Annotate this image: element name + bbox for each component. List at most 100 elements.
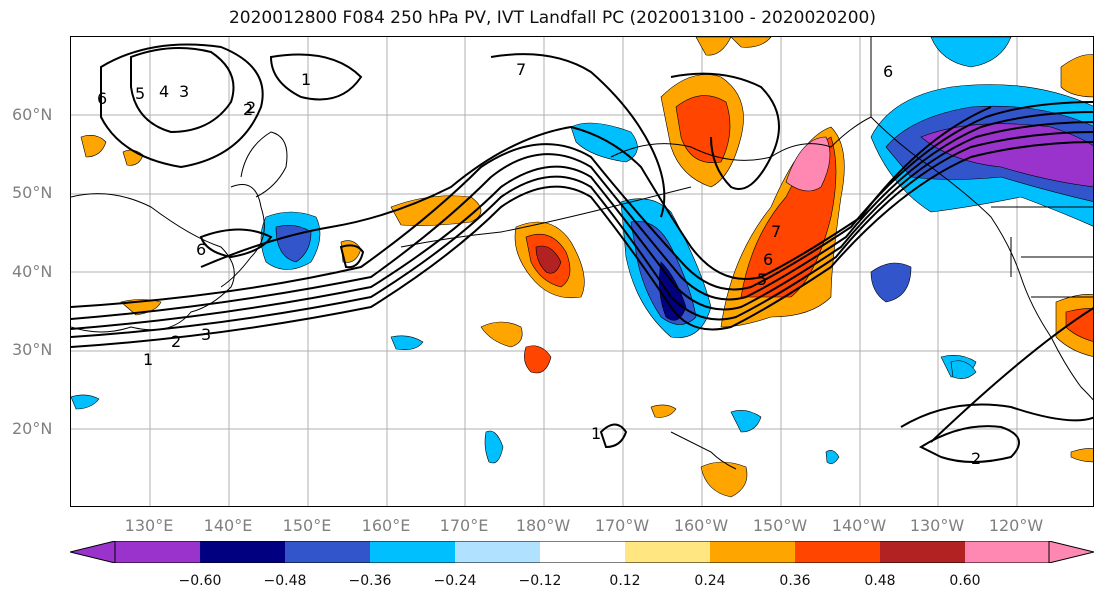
contour-north-3 [269, 53, 363, 101]
lon-label-160w: 160°W [673, 516, 729, 535]
colorbar-segment [625, 541, 710, 563]
shade-blob-5 [730, 410, 762, 433]
shade-blob-15 [1070, 448, 1093, 463]
contour-label: 2 [171, 332, 181, 351]
coast-alaska [610, 37, 872, 161]
lat-label-60n: 60°N [12, 105, 53, 124]
map-title: 2020012800 F084 250 hPa PV, IVT Landfall… [228, 8, 876, 28]
colorbar-extend-right [1048, 541, 1094, 563]
contour-small-1 [599, 423, 628, 449]
colorbar-outline [114, 541, 1050, 563]
colorbar-segment [115, 541, 200, 563]
shade-blob-1 [480, 321, 523, 348]
contour-4 [71, 111, 1093, 320]
contour-5 [71, 101, 1093, 308]
colorbar-segment [455, 541, 540, 563]
contour-label: 3 [179, 82, 189, 101]
coast-hawaii [670, 431, 737, 470]
shade-top-orange-2 [730, 37, 772, 48]
contour-label: 4 [159, 82, 169, 101]
contour-label: 2 [971, 449, 981, 468]
contour-label: 6 [883, 62, 893, 81]
coast-us-states [1010, 237, 1093, 298]
shade-blob-6 [870, 262, 912, 303]
shade-blob-4 [484, 430, 504, 464]
contour-north-1 [100, 43, 264, 169]
contour-2 [71, 131, 1093, 338]
lon-label-150e: 150°E [282, 516, 332, 535]
coast-aleutians [400, 186, 692, 248]
map-panel: 6 5 4 3 2 1 7 6 3 2 1 6 7 6 5 2 1 2 [70, 36, 1094, 507]
colorbar-segment [795, 541, 880, 563]
contour-east-1 [900, 403, 1093, 428]
contour-north-2 [130, 47, 235, 134]
contour-label: 1 [591, 424, 601, 443]
shade-blob-14 [825, 450, 840, 464]
shade-japan-blue [275, 225, 312, 263]
colorbar-tick: −0.60 [178, 573, 222, 589]
shade-alaska-red [675, 95, 731, 164]
coast-kamchatka [240, 131, 288, 198]
lon-label-170w: 170°W [594, 516, 650, 535]
pv-shading [71, 37, 1093, 498]
lon-label-140e: 140°E [203, 516, 253, 535]
colorbar-segment [285, 541, 370, 563]
shade-blob-2 [524, 345, 552, 374]
shade-top-orange [695, 37, 732, 56]
coast-japan [220, 184, 265, 288]
contour-east-2 [918, 425, 1020, 463]
contour-label: 5 [757, 270, 767, 289]
colorbar-segment [880, 541, 965, 563]
shade-blob-3 [700, 461, 748, 498]
shade-blob-12 [390, 335, 424, 350]
contour-label: 2 [243, 100, 253, 119]
lat-label-40n: 40°N [12, 262, 53, 281]
contour-label: 7 [771, 222, 781, 241]
colorbar-segment [200, 541, 285, 563]
contour-label: 3 [201, 325, 211, 344]
colorbar-segment [965, 541, 1049, 563]
colorbar-segment [540, 541, 625, 563]
coastlines [71, 37, 1093, 470]
lon-label-140w: 140°W [831, 516, 887, 535]
lon-label-150w: 150°W [752, 516, 808, 535]
contour-label: 5 [135, 84, 145, 103]
contour-north-4 [490, 53, 666, 218]
contour-labels: 6 5 4 3 2 1 7 6 3 2 1 6 7 6 5 2 1 2 [97, 60, 981, 468]
colorbar-tick: 0.60 [949, 573, 981, 589]
shade-aleutian-darkred [535, 245, 562, 274]
contour-label: 1 [301, 70, 311, 89]
colorbar-segment [710, 541, 795, 563]
lat-label-30n: 30°N [12, 340, 53, 359]
contour-north-5 [670, 72, 780, 190]
colorbar-segment [370, 541, 455, 563]
lon-label-120w: 120°W [988, 516, 1044, 535]
contour-east-3 [930, 307, 1093, 443]
contour-label: 6 [763, 250, 773, 269]
colorbar-tick: 0.36 [779, 573, 811, 589]
lat-label-50n: 50°N [12, 183, 53, 202]
contour-small-2 [339, 244, 365, 269]
map-canvas: 6 5 4 3 2 1 7 6 3 2 1 6 7 6 5 2 1 2 [71, 37, 1093, 506]
contour-6 [200, 106, 992, 280]
shade-blob-17 [950, 360, 977, 379]
lon-label-160e: 160°E [361, 516, 411, 535]
contour-label: 6 [196, 240, 206, 259]
colorbar-tick: 0.12 [609, 573, 641, 589]
colorbar-extend-left [70, 541, 116, 563]
lon-label-130w: 130°W [909, 516, 965, 535]
colorbar-tick: 0.48 [864, 573, 896, 589]
lon-label-170e: 170°E [439, 516, 489, 535]
colorbar-tick: −0.48 [263, 573, 307, 589]
colorbar-tick: −0.12 [518, 573, 562, 589]
shade-canada-top-blue [930, 37, 1012, 68]
shade-blob-16 [71, 394, 100, 410]
coast-na-west [870, 116, 1093, 401]
lat-label-20n: 20°N [12, 419, 53, 438]
colorbar-tick: −0.24 [433, 573, 477, 589]
contour-label: 1 [143, 350, 153, 369]
shade-westcoast-red [1065, 308, 1093, 342]
coast-asia [71, 193, 235, 333]
contour-1 [71, 141, 1093, 348]
contour-3 [71, 121, 1093, 330]
